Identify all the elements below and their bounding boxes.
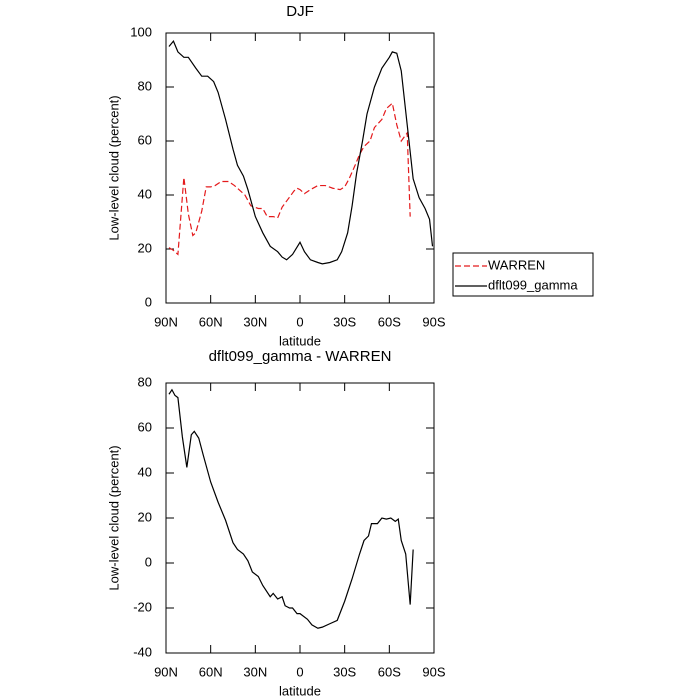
x-tick-label: 60S <box>378 314 401 329</box>
x-tick-label: 60N <box>199 664 223 679</box>
x-tick-label: 0 <box>296 314 303 329</box>
x-tick-label: 30S <box>333 314 356 329</box>
y-tick-label: 0 <box>145 294 152 309</box>
data-line <box>168 39 434 265</box>
chart-title: dflt099_gamma - WARREN <box>209 348 392 365</box>
data-line <box>168 102 411 256</box>
x-tick-label: 30N <box>243 314 267 329</box>
y-tick-label: 40 <box>138 186 152 201</box>
x-tick-label: 60S <box>378 664 401 679</box>
y-tick-label: -40 <box>133 644 152 659</box>
chart-title: DJF <box>286 3 314 20</box>
y-tick-label: -20 <box>133 599 152 614</box>
x-tick-label: 90S <box>422 664 445 679</box>
plot-frame <box>165 382 435 654</box>
y-axis-label: Low-level cloud (percent) <box>106 445 121 590</box>
y-tick-label: 80 <box>138 374 152 389</box>
y-tick-label: 20 <box>138 240 152 255</box>
y-tick-label: 100 <box>130 24 152 39</box>
data-line <box>168 388 414 629</box>
x-tick-label: 90N <box>154 314 178 329</box>
x-axis-label: latitude <box>279 333 321 348</box>
legend-box <box>452 252 594 297</box>
y-tick-label: 0 <box>145 554 152 569</box>
plot-frame <box>165 32 435 304</box>
x-tick-label: 90N <box>154 664 178 679</box>
x-tick-label: 60N <box>199 314 223 329</box>
y-axis-label: Low-level cloud (percent) <box>106 95 121 240</box>
legend-label: dflt099_gamma <box>488 277 578 292</box>
y-tick-label: 80 <box>138 78 152 93</box>
y-tick-label: 20 <box>138 509 152 524</box>
y-tick-label: 40 <box>138 464 152 479</box>
y-tick-label: 60 <box>138 419 152 434</box>
x-tick-label: 0 <box>296 664 303 679</box>
legend-label: WARREN <box>488 257 545 272</box>
y-tick-label: 60 <box>138 132 152 147</box>
x-tick-label: 90S <box>422 314 445 329</box>
x-tick-label: 30S <box>333 664 356 679</box>
x-axis-label: latitude <box>279 683 321 698</box>
x-tick-label: 30N <box>243 664 267 679</box>
